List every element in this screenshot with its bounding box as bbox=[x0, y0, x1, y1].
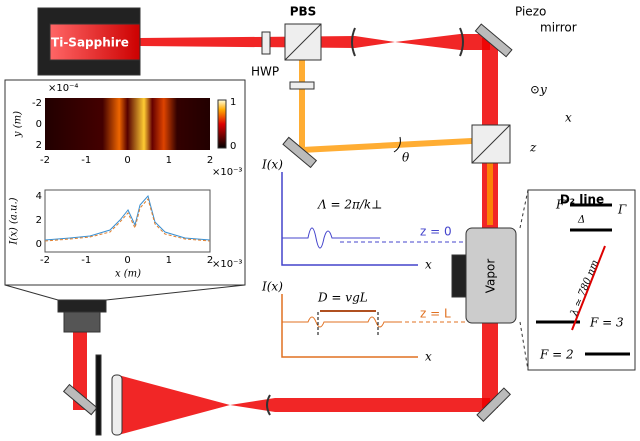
level-label: F = 2 bbox=[539, 348, 574, 362]
theta: θ bbox=[402, 151, 410, 165]
y-label: I(x) (a.u.) bbox=[9, 197, 20, 245]
x-tick-label: -1 bbox=[81, 155, 91, 166]
trace-xlabel: x bbox=[425, 258, 432, 272]
y-tick-label: 2 bbox=[36, 140, 42, 151]
camera-image bbox=[45, 98, 210, 150]
piezo-label: Piezo bbox=[515, 5, 546, 19]
pbs-label: PBS bbox=[290, 5, 317, 19]
trace-xlabel: x bbox=[425, 350, 432, 364]
exponent: ×10⁻⁴ bbox=[48, 83, 78, 94]
annotation: D = vgL bbox=[317, 291, 368, 305]
x-tick-label: 0 bbox=[124, 255, 130, 266]
colorbar-label: 1 bbox=[230, 97, 236, 108]
y-label: y (m) bbox=[13, 111, 24, 138]
x-tick-label: -2 bbox=[40, 255, 50, 266]
level-label: Γ bbox=[617, 203, 627, 217]
y-tick-label: 4 bbox=[36, 191, 42, 202]
line-plot-frame bbox=[44, 189, 211, 253]
plane-label: z = 0 bbox=[420, 225, 452, 239]
axis-y: ⊙y bbox=[530, 83, 547, 97]
x-tick-label: -2 bbox=[40, 155, 50, 166]
x-tick-label: 2 bbox=[207, 155, 213, 166]
x-tick-label: 1 bbox=[166, 255, 172, 266]
x-label: x (m) bbox=[115, 269, 141, 280]
x-tick-label: 1 bbox=[166, 155, 172, 166]
colorbar-label: 0 bbox=[230, 141, 236, 152]
annotation: Λ = 2π/k⊥ bbox=[317, 198, 382, 212]
y-tick-label: -2 bbox=[32, 98, 42, 109]
intensity-fit bbox=[44, 197, 211, 242]
exponent: ×10⁻³ bbox=[212, 167, 242, 178]
level-label: F′ bbox=[555, 198, 567, 212]
laser-label: Ti-Sapphire bbox=[51, 36, 129, 50]
optics bbox=[37, 7, 517, 436]
x-tick-label: 2 bbox=[207, 255, 213, 266]
y-tick-label: 0 bbox=[36, 119, 42, 130]
traces bbox=[281, 136, 636, 371]
levels-title: D₂ line bbox=[560, 193, 604, 207]
trace-ylabel: I(x) bbox=[261, 280, 283, 294]
y-tick-label: 0 bbox=[36, 239, 42, 250]
plane-label: z = L bbox=[420, 307, 451, 321]
axis-x: x bbox=[565, 111, 572, 125]
level-label: F = 3 bbox=[589, 316, 624, 330]
trace-ylabel: I(x) bbox=[261, 158, 283, 172]
hwp-label: HWP bbox=[251, 65, 279, 79]
x-tick-label: -1 bbox=[81, 255, 91, 266]
y-tick-label: 2 bbox=[36, 215, 42, 226]
exponent: ×10⁻³ bbox=[212, 259, 242, 270]
vapor-label: Vapor bbox=[484, 259, 498, 294]
x-tick-label: 0 bbox=[124, 155, 130, 166]
axis-z: z bbox=[529, 141, 537, 155]
wavelength: λ ≃ 780 nm bbox=[568, 258, 601, 318]
intensity-profile bbox=[44, 194, 211, 241]
colorbar bbox=[217, 99, 227, 149]
level-label: Δ bbox=[577, 215, 585, 226]
piezo-label: mirror bbox=[540, 21, 577, 35]
